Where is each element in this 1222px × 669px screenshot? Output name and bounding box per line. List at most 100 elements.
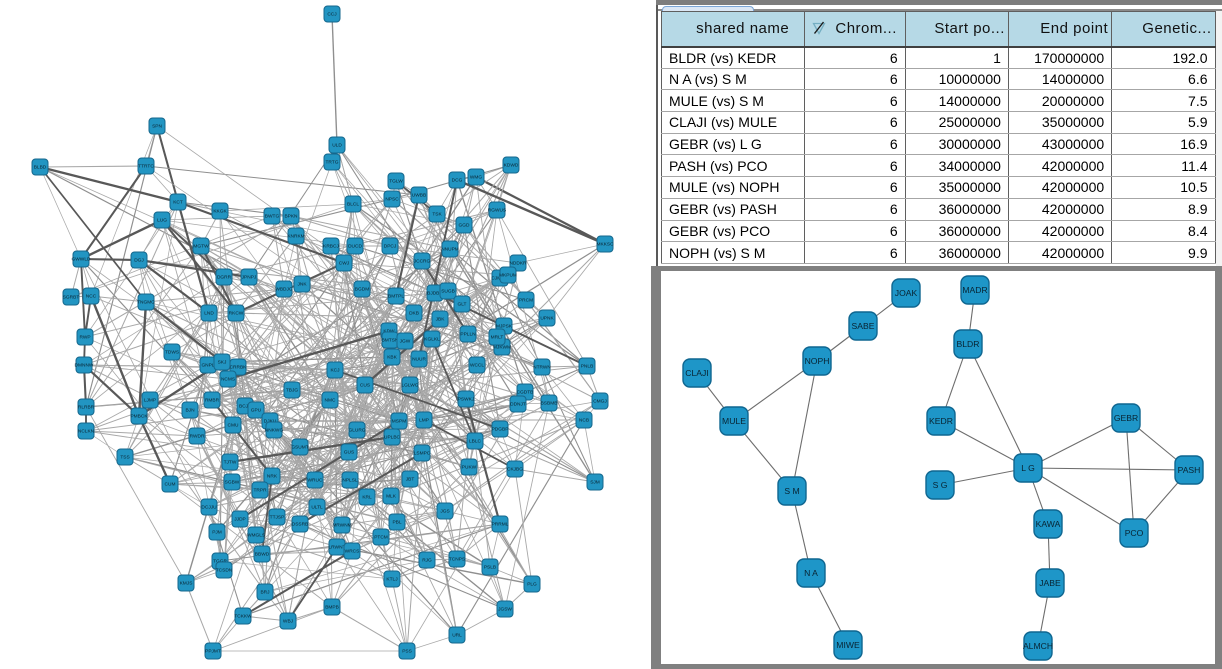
svg-text:RKCW: RKCW (229, 311, 244, 317)
svg-text:KAWA: KAWA (1036, 519, 1061, 529)
svg-text:JGS: JGS (440, 509, 449, 515)
svg-text:TTJSP: TTJSP (270, 515, 285, 521)
svg-text:PJM: PJM (212, 530, 222, 536)
svg-text:KNRKM: KNRKM (287, 234, 304, 240)
svg-text:BWTG: BWTG (265, 214, 280, 220)
svg-text:PDGBP: PDGBP (492, 427, 509, 433)
svg-text:JBK: JBK (436, 317, 446, 323)
svg-text:LMP: LMP (419, 418, 429, 424)
svg-text:JOAK: JOAK (895, 288, 918, 298)
svg-text:MJKWM: MJKWM (493, 345, 511, 351)
svg-text:NCB: NCB (579, 418, 589, 424)
svg-text:RWDR: RWDR (190, 434, 205, 440)
svg-text:NPSC: NPSC (385, 197, 399, 203)
svg-text:DSSRB: DSSRB (292, 522, 309, 528)
svg-text:TNGMG: TNGMG (137, 300, 155, 306)
svg-text:MRWNM: MRWNM (332, 523, 351, 529)
svg-text:URL: URL (452, 633, 462, 639)
svg-text:SABE: SABE (852, 321, 875, 331)
svg-text:MSPM: MSPM (392, 419, 406, 425)
svg-text:BCJT: BCJT (239, 404, 251, 410)
svg-text:PPLLN: PPLLN (460, 332, 476, 338)
svg-text:UWBB: UWBB (412, 193, 426, 199)
svg-text:PNLB: PNLB (581, 364, 594, 370)
svg-text:WBDJG: WBDJG (275, 287, 293, 293)
svg-text:NCMS: NCMS (221, 377, 235, 383)
svg-text:GUS: GUS (344, 450, 354, 456)
svg-text:BRJ: BRJ (260, 590, 270, 596)
svg-text:RGWUS: RGWUS (488, 208, 506, 214)
svg-text:CMGJ: CMGJ (593, 399, 607, 405)
svg-text:SKJ: SKJ (218, 360, 227, 366)
svg-text:BMTSN: BMTSN (382, 338, 399, 344)
svg-text:CLAJI: CLAJI (685, 368, 708, 378)
svg-text:JABE: JABE (1039, 578, 1061, 588)
svg-text:NNUPM: NNUPM (441, 247, 459, 253)
svg-text:NMC: NMC (325, 398, 336, 404)
svg-text:TBJG: TBJG (286, 388, 299, 394)
svg-text:JBT: JBT (406, 477, 415, 483)
svg-text:JCCRG: JCCRG (414, 259, 431, 265)
svg-text:CMU: CMU (228, 423, 239, 429)
svg-text:ULD: ULD (332, 143, 342, 149)
svg-text:LSMPC: LSMPC (414, 451, 431, 457)
svg-text:L G: L G (1021, 463, 1035, 473)
svg-text:LND: LND (204, 311, 214, 317)
svg-text:TSS: TSS (120, 455, 129, 461)
svg-text:RLRBR: RLRBR (78, 405, 95, 411)
svg-text:PSWKJ: PSWKJ (458, 397, 475, 403)
svg-text:BJDBD: BJDBD (427, 291, 443, 297)
svg-text:LUG: LUG (157, 218, 167, 224)
svg-text:WRUC: WRUC (308, 478, 323, 484)
svg-text:SGBW: SGBW (225, 480, 240, 486)
svg-text:CWJ: CWJ (339, 261, 350, 267)
svg-text:DCG: DCG (452, 178, 463, 184)
svg-text:TTRTC: TTRTC (138, 164, 154, 170)
svg-text:GSUMT: GSUMT (291, 445, 308, 451)
svg-text:KTLJ: KTLJ (386, 577, 398, 583)
svg-text:PUKW: PUKW (462, 465, 477, 471)
svg-text:SPN: SPN (152, 124, 162, 130)
svg-text:LRWNT: LRWNT (329, 545, 346, 551)
svg-text:BBWD: BBWD (255, 552, 270, 558)
svg-text:NCC: NCC (86, 294, 97, 300)
svg-text:JNK: JNK (297, 282, 307, 288)
svg-text:LGLWG: LGLWG (402, 383, 419, 389)
svg-text:TCNPS: TCNPS (449, 557, 465, 563)
svg-text:PMBCK: PMBCK (130, 414, 148, 420)
svg-text:DUCD: DUCD (348, 244, 362, 250)
svg-text:KGLKL: KGLKL (424, 337, 440, 343)
svg-text:GNPL: GNPL (201, 363, 214, 369)
svg-text:DPCJ: DPCJ (384, 244, 397, 250)
svg-text:BMPB: BMPB (325, 605, 339, 611)
svg-text:TDWS: TDWS (165, 350, 179, 356)
svg-text:TCKKW: TCKKW (234, 614, 252, 620)
svg-text:MRLT: MRLT (491, 335, 504, 341)
svg-text:JJDP: JJDP (234, 517, 245, 523)
svg-text:DGJ: DGJ (134, 258, 144, 264)
svg-text:LJMP: LJMP (144, 398, 156, 404)
svg-text:KEDR: KEDR (929, 416, 953, 426)
svg-text:CGDTB: CGDTB (517, 390, 534, 396)
svg-text:RJG: RJG (422, 558, 432, 564)
svg-text:NUUR: NUUR (412, 357, 426, 363)
svg-text:SUGB: SUGB (441, 289, 455, 295)
svg-text:PCO: PCO (1125, 528, 1144, 538)
svg-text:JGSW: JGSW (498, 607, 512, 613)
svg-text:CUS: CUS (360, 383, 370, 389)
svg-text:NRK: NRK (267, 474, 278, 480)
svg-text:BLDR: BLDR (957, 339, 980, 349)
svg-text:WBJ: WBJ (283, 619, 294, 625)
svg-text:PTCM: PTCM (374, 535, 388, 541)
svg-text:ALMCH: ALMCH (1023, 641, 1053, 651)
svg-text:UPLBC: UPLBC (384, 435, 401, 441)
svg-text:SJM: SJM (590, 480, 600, 486)
svg-text:KCT: KCT (173, 200, 183, 206)
svg-text:GGD: GGD (459, 223, 470, 229)
svg-text:NTRWN: NTRWN (533, 365, 551, 371)
svg-text:DGRR: DGRR (217, 275, 232, 281)
svg-text:CKJBG: CKJBG (507, 467, 523, 473)
svg-text:JPNPJ: JPNPJ (242, 275, 257, 281)
svg-text:TSK: TSK (432, 212, 442, 218)
svg-text:JGW: JGW (400, 339, 411, 345)
